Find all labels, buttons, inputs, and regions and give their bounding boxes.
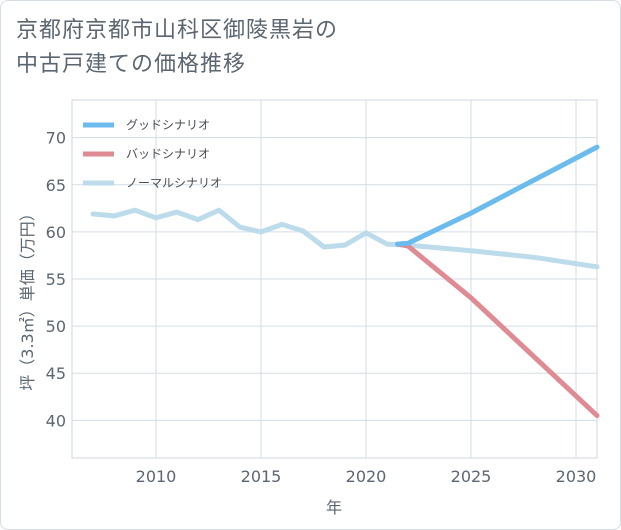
series-lines — [90, 144, 600, 419]
x-tick-label: 2020 — [346, 467, 387, 486]
legend-label-bad: バッドシナリオ — [126, 147, 210, 161]
legend-label-good: グッドシナリオ — [126, 118, 210, 132]
y-axis-ticks: 40 45 50 55 60 65 70 — [46, 129, 66, 431]
y-tick-label: 40 — [46, 411, 66, 430]
series-line-good — [395, 144, 600, 247]
legend-label-normal: ノーマルシナリオ — [126, 176, 222, 190]
x-tick-label: 2030 — [556, 467, 597, 486]
y-tick-label: 60 — [46, 223, 66, 242]
y-axis-title: 坪（3.3㎡）単価（万円） — [18, 205, 37, 390]
chart-title: 京都府京都市山科区御陵黒岩の 中古戸建ての価格推移 — [16, 14, 338, 82]
x-axis-ticks: 2010 2015 2020 2025 2030 — [136, 467, 597, 486]
y-tick-label: 55 — [46, 270, 66, 289]
chart-title-line-2: 中古戸建ての価格推移 — [16, 52, 247, 77]
x-tick-label: 2015 — [241, 467, 282, 486]
y-tick-label: 50 — [46, 317, 66, 336]
chart-title-line-1: 京都府京都市山科区御陵黒岩の — [16, 18, 339, 43]
x-tick-label: 2025 — [451, 467, 492, 486]
grid — [72, 100, 597, 458]
y-tick-label: 45 — [46, 364, 66, 383]
x-axis-title: 年 — [326, 498, 342, 517]
y-tick-label: 70 — [46, 129, 66, 148]
y-tick-label: 65 — [46, 176, 66, 195]
x-tick-label: 2010 — [136, 467, 177, 486]
